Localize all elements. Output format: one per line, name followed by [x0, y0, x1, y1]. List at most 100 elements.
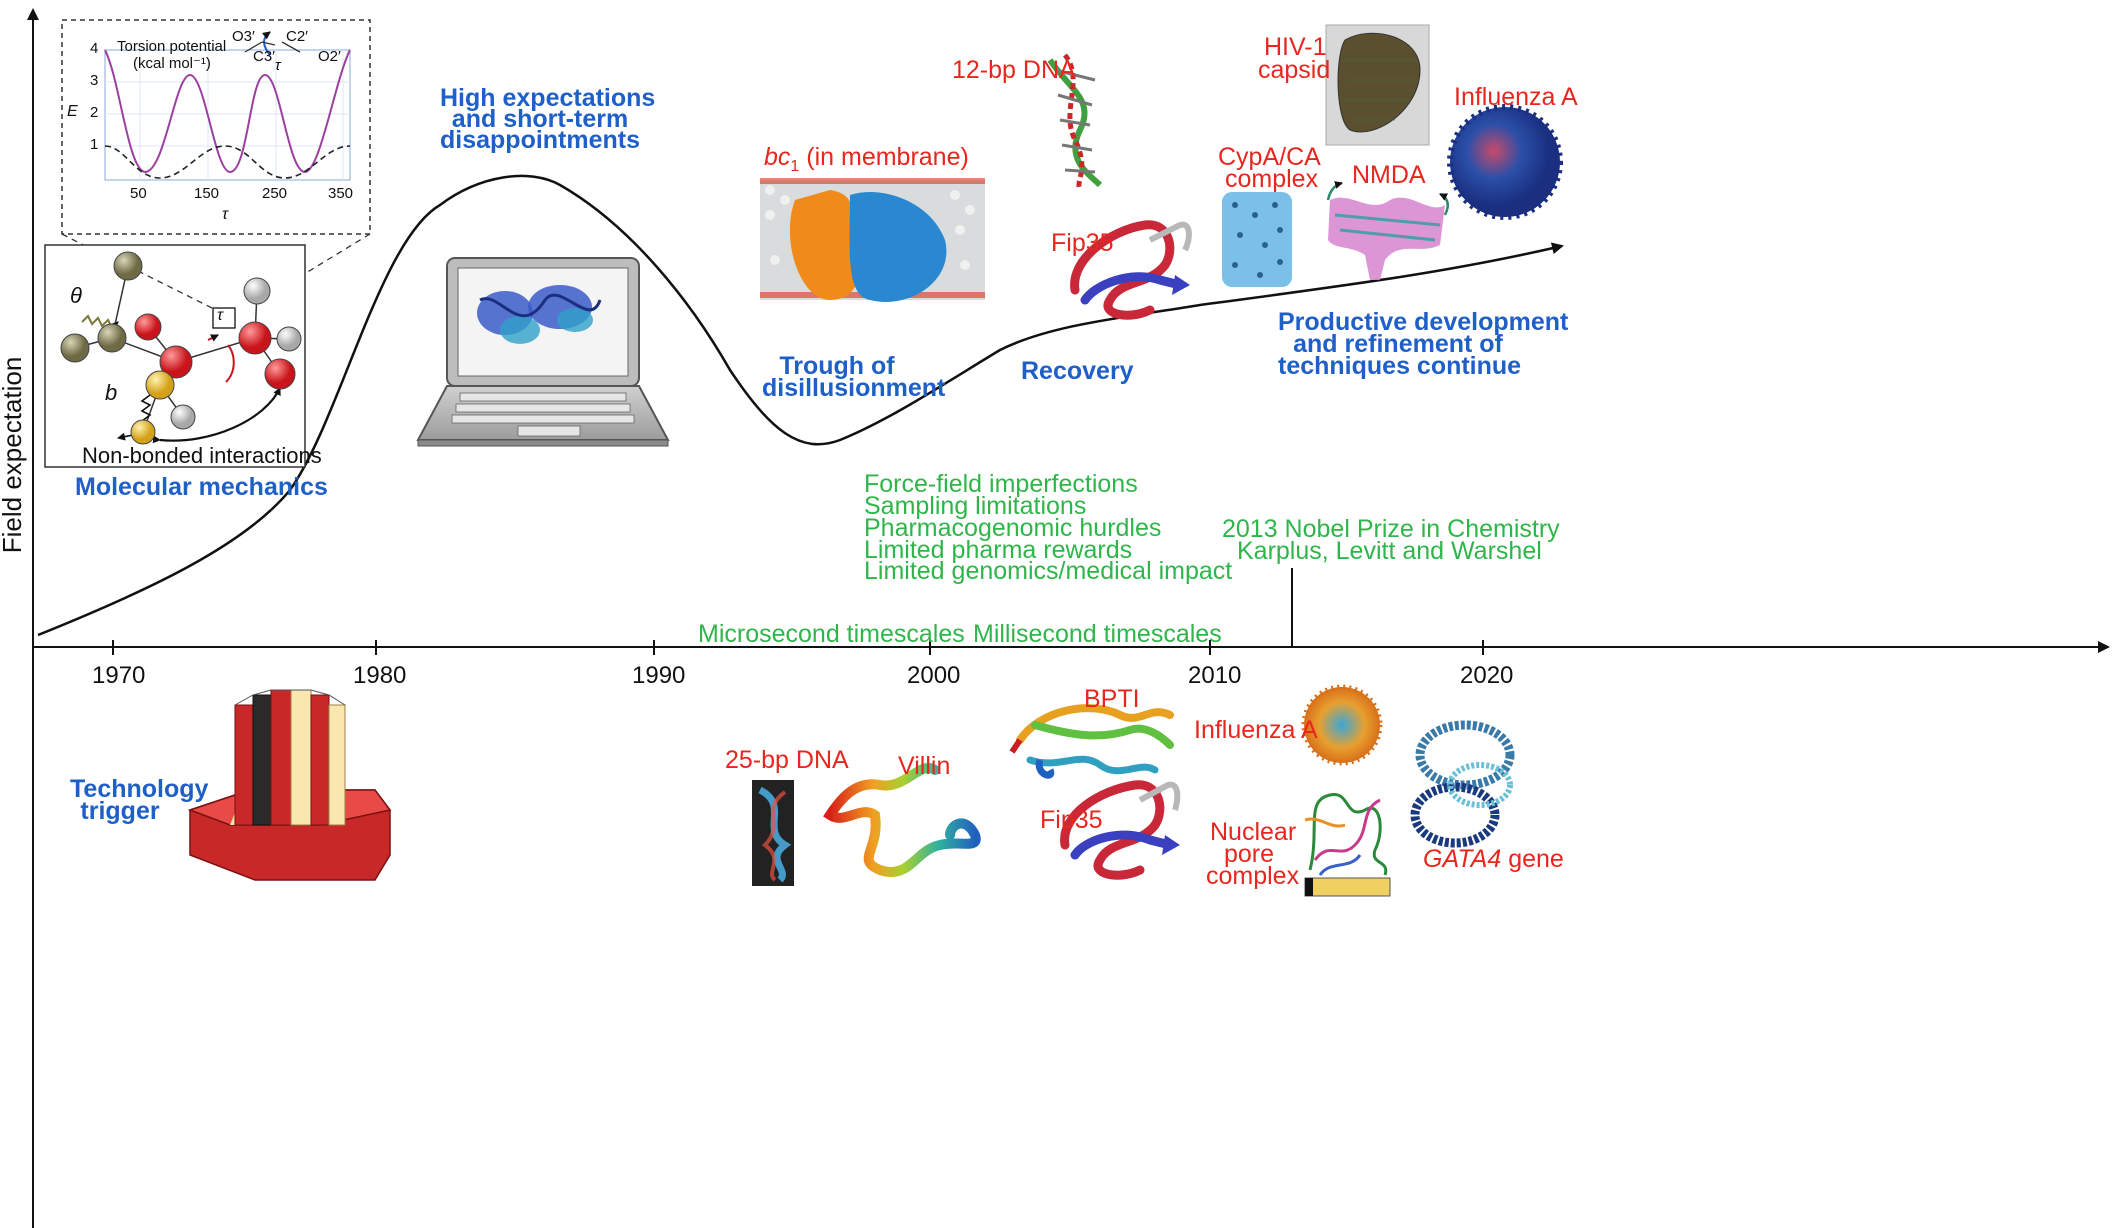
- mm-tau-label: τ: [217, 307, 223, 324]
- cypa-ca-complex-image: [1222, 192, 1292, 287]
- inset-y-label: E: [67, 103, 78, 120]
- label-25bp-dna: 25-bp DNA: [725, 746, 849, 774]
- atom-grey-3: [276, 326, 302, 352]
- inset-ytick-2: 2: [90, 104, 99, 121]
- limitation-force-field: Force-field imperfections: [864, 470, 1138, 498]
- year-2000: 2000: [907, 662, 961, 689]
- torsion-curve-purple: [104, 49, 351, 174]
- label-cypa-line1: CypA/CA: [1218, 143, 1321, 171]
- label-bc1: bc1 (in membrane): [764, 143, 969, 175]
- phase-recovery: Recovery: [1021, 357, 1134, 385]
- bc1-membrane-image: [760, 178, 985, 302]
- tau-box: [212, 307, 236, 329]
- timescale-millisecond: Millisecond timescales: [973, 620, 1222, 648]
- label-npc-line3: complex: [1206, 862, 1300, 890]
- influenza-top-image: [1447, 104, 1563, 220]
- year-2020: 2020: [1460, 662, 1514, 689]
- dna-25bp-image: [752, 780, 794, 886]
- dna-12bp-image: [1047, 53, 1103, 192]
- inset-xtick-250: 250: [262, 185, 288, 202]
- fip35-bottom-image: [1060, 780, 1181, 880]
- atom-grey-1: [170, 404, 196, 430]
- atom-olive-2: [60, 333, 90, 363]
- atom-olive-1: [113, 251, 143, 281]
- torsion-arrow: [225, 344, 235, 383]
- label-cypa-line2: complex: [1225, 165, 1319, 193]
- inset-title-line2: (kcal mol⁻¹): [133, 55, 211, 72]
- label-villin: Villin: [898, 752, 951, 780]
- laptop-protein-image: [477, 285, 602, 344]
- inset-xtick-150: 150: [194, 185, 220, 202]
- label-bpti: BPTI: [1084, 685, 1140, 713]
- atom-olive-3: [97, 323, 127, 353]
- inset-ytick-4: 4: [90, 40, 99, 57]
- hype-curve: [37, 174, 1564, 637]
- label-12bp-dna: 12-bp DNA: [952, 56, 1076, 84]
- fip35-top-image: [1070, 220, 1192, 320]
- molecular-mechanics-diagram: [44, 244, 306, 468]
- nmda-receptor-image: [1326, 181, 1449, 280]
- inset-tau-symbol: τ: [275, 57, 281, 74]
- mm-bond-label: b: [105, 380, 118, 405]
- mm-nonbonded-label: Non-bonded interactions: [82, 443, 322, 468]
- nobel-line1: 2013 Nobel Prize in Chemistry: [1222, 515, 1560, 543]
- limitation-pharmacogenomic: Pharmacogenomic hurdles: [864, 514, 1162, 542]
- phase-productive-line2: and refinement of: [1293, 330, 1503, 358]
- limitation-genomics-impact: Limited genomics/medical impact: [864, 557, 1233, 585]
- limitation-pharma-rewards: Limited pharma rewards: [864, 536, 1133, 564]
- atom-grey-2: [243, 277, 271, 305]
- label-hiv-line2: capsid: [1258, 56, 1331, 84]
- phase-high-expectations-line3: disappointments: [440, 126, 641, 154]
- inset-atom-c3: C3′: [253, 48, 275, 65]
- axes: [27, 8, 2110, 1228]
- label-npc-line1: Nuclear: [1210, 818, 1297, 846]
- bpti-image: [1009, 704, 1174, 779]
- phase-high-expectations-line2: and short-term: [451, 105, 629, 133]
- inset-atom-c2: C2′: [286, 28, 308, 45]
- hiv-capsid-image: [1325, 24, 1430, 146]
- atom-red-4: [264, 358, 296, 390]
- label-fip35-bottom: Fip35: [1040, 806, 1103, 834]
- gata4-gene-image: [1410, 720, 1515, 848]
- atom-red-2: [159, 345, 193, 379]
- phase-productive-line3: techniques continue: [1278, 352, 1522, 380]
- mm-theta-label: θ: [70, 283, 82, 308]
- year-1990: 1990: [632, 662, 686, 689]
- atom-red-3: [238, 321, 272, 355]
- inset-atom-o3: O3′: [232, 28, 255, 45]
- influenza-bottom-image: [1301, 684, 1383, 766]
- inset-xtick-50: 50: [130, 185, 147, 202]
- label-npc-line2: pore: [1224, 840, 1275, 868]
- label-influenza-bottom: Influenza A: [1194, 716, 1318, 744]
- inset-ytick-3: 3: [90, 72, 99, 89]
- inset-frame: [61, 19, 371, 235]
- label-fip35-top: Fip35: [1051, 229, 1114, 257]
- phase-technology-trigger-line2: trigger: [80, 797, 160, 825]
- torsion-curve-dashed: [104, 145, 351, 179]
- inset-xtick-350: 350: [328, 185, 354, 202]
- phase-productive-line1: Productive development: [1278, 308, 1569, 336]
- nuclear-pore-image: [1304, 793, 1391, 897]
- label-influenza-top: Influenza A: [1454, 83, 1578, 111]
- inset-x-label: τ: [222, 206, 228, 223]
- year-2010: 2010: [1188, 662, 1242, 689]
- phase-trough-line2: disillusionment: [762, 374, 946, 402]
- year-1970: 1970: [92, 662, 146, 689]
- inset-atom-o2: O2′: [318, 48, 341, 65]
- label-nmda: NMDA: [1352, 161, 1426, 189]
- year-1980: 1980: [353, 662, 407, 689]
- label-hiv-line1: HIV-1: [1264, 33, 1327, 61]
- supercomputer-illustration: [187, 689, 392, 881]
- villin-image: [823, 763, 981, 877]
- phase-trough-line1: Trough of: [779, 352, 895, 380]
- phase-high-expectations-line1: High expectations: [440, 84, 656, 112]
- atom-yellow-1: [145, 370, 175, 400]
- atom-red-1: [134, 313, 162, 341]
- limitation-sampling: Sampling limitations: [864, 492, 1087, 520]
- timescale-microsecond: Microsecond timescales: [698, 620, 965, 648]
- torsion-inset: [61, 19, 371, 235]
- inset-plot-box: [104, 49, 351, 181]
- inset-ytick-1: 1: [90, 136, 99, 153]
